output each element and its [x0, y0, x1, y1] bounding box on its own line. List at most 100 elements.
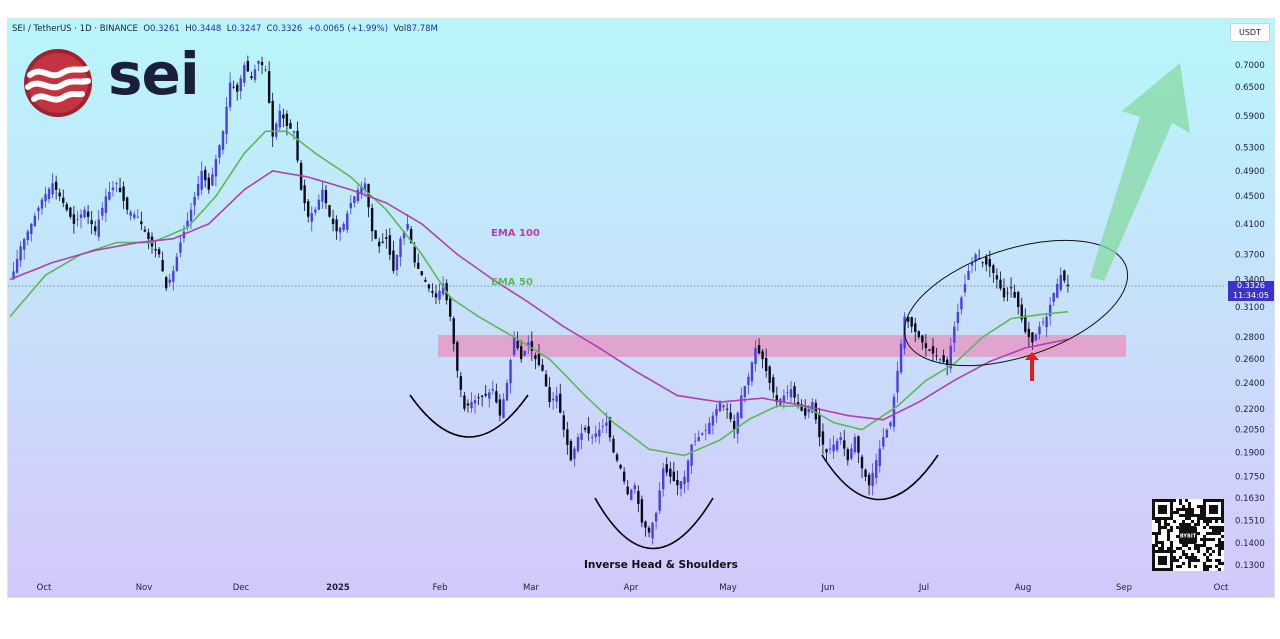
price-tick-label: 0.4100 [1235, 220, 1265, 230]
candle [942, 349, 945, 363]
candle [97, 209, 100, 241]
candle [26, 229, 29, 246]
candle [317, 194, 321, 211]
candle [363, 177, 367, 197]
candle [850, 443, 853, 461]
candle [367, 183, 370, 218]
candle [271, 92, 274, 147]
candle [619, 463, 622, 470]
candle [679, 480, 683, 497]
bar-countdown: 11:34:05 [1233, 291, 1269, 300]
price-tick-label: 0.1300 [1235, 561, 1265, 571]
candle [715, 404, 718, 424]
candle [196, 175, 200, 200]
candle [981, 261, 984, 268]
candle [644, 520, 647, 537]
sei-wordmark: sei [108, 40, 200, 108]
candle [488, 388, 491, 408]
candle [537, 343, 541, 367]
price-tick-label: 0.2400 [1235, 379, 1265, 389]
candle [587, 416, 590, 441]
candle [90, 210, 93, 235]
candle [768, 365, 771, 391]
ema100-label: EMA 100 [491, 228, 540, 239]
candle [225, 96, 228, 144]
candle [282, 108, 285, 128]
candle [896, 361, 899, 403]
candle [725, 403, 729, 419]
price-tick-label: 0.4900 [1235, 167, 1265, 177]
candle [1052, 292, 1055, 307]
candle [1027, 321, 1031, 347]
candle [505, 379, 509, 401]
candle [839, 431, 842, 445]
candle [924, 333, 928, 357]
candle [708, 416, 711, 435]
price-chart[interactable]: EMA 100 EMA 50 Inverse Head & Shoulders … [8, 19, 1274, 597]
candle [764, 348, 768, 378]
candle [729, 403, 732, 423]
candle [104, 188, 108, 222]
candle [449, 295, 452, 322]
candle [921, 334, 924, 350]
volume-value: 87.78M [406, 24, 438, 34]
candle [452, 316, 455, 352]
candle [878, 440, 881, 473]
candle [527, 335, 530, 354]
candle [431, 283, 434, 298]
price-tick-label: 0.5300 [1235, 144, 1265, 154]
candle [353, 196, 356, 208]
candle [1059, 267, 1062, 292]
candle [406, 214, 409, 232]
candle [381, 233, 384, 244]
candle [434, 284, 438, 305]
candle [548, 377, 551, 408]
candle [1020, 297, 1023, 323]
candle [307, 198, 310, 223]
candle [612, 435, 615, 454]
price-tick-label: 0.1510 [1235, 517, 1265, 527]
candle [278, 103, 281, 133]
candle [566, 421, 569, 455]
candle [1041, 317, 1045, 326]
candle [860, 454, 864, 478]
candle [370, 203, 374, 242]
candle [79, 209, 83, 229]
time-axis: Oct Nov Dec 2025 Feb Mar Apr May Jun Jul Aug Sep Oct [37, 583, 1229, 593]
low-value: 0.3247 [231, 24, 262, 34]
candle [963, 274, 967, 297]
candle [935, 347, 938, 361]
candle [977, 249, 981, 259]
candle [690, 443, 693, 475]
quote-currency-button[interactable]: USDT [1230, 23, 1270, 42]
candle [321, 181, 324, 209]
candle [1048, 296, 1052, 326]
candle [747, 372, 750, 395]
candle [843, 430, 846, 457]
price-tick-label: 0.1900 [1235, 448, 1265, 458]
symbol-title: SEI / TetherUS · 1D · BINANCE [12, 24, 138, 34]
candle [956, 303, 960, 332]
candle [892, 393, 896, 432]
candle [289, 119, 292, 130]
candle [331, 209, 335, 232]
candle [346, 210, 349, 233]
candle [51, 173, 54, 199]
candle [899, 338, 903, 375]
candle [211, 167, 214, 186]
candle [672, 461, 676, 482]
candle [459, 371, 463, 398]
chart-frame: SEI / TetherUS · 1D · BINANCE O0.3261 H0… [7, 18, 1275, 598]
candle [378, 237, 381, 253]
candle [157, 247, 161, 258]
candle [995, 268, 999, 289]
candle [591, 434, 594, 445]
candle [243, 61, 246, 87]
candle [15, 249, 19, 275]
candle [875, 453, 878, 485]
candle [1006, 287, 1009, 302]
candle [257, 60, 260, 72]
candle [882, 428, 885, 450]
sei-wave-logo-icon [24, 49, 92, 117]
candle [65, 201, 68, 212]
